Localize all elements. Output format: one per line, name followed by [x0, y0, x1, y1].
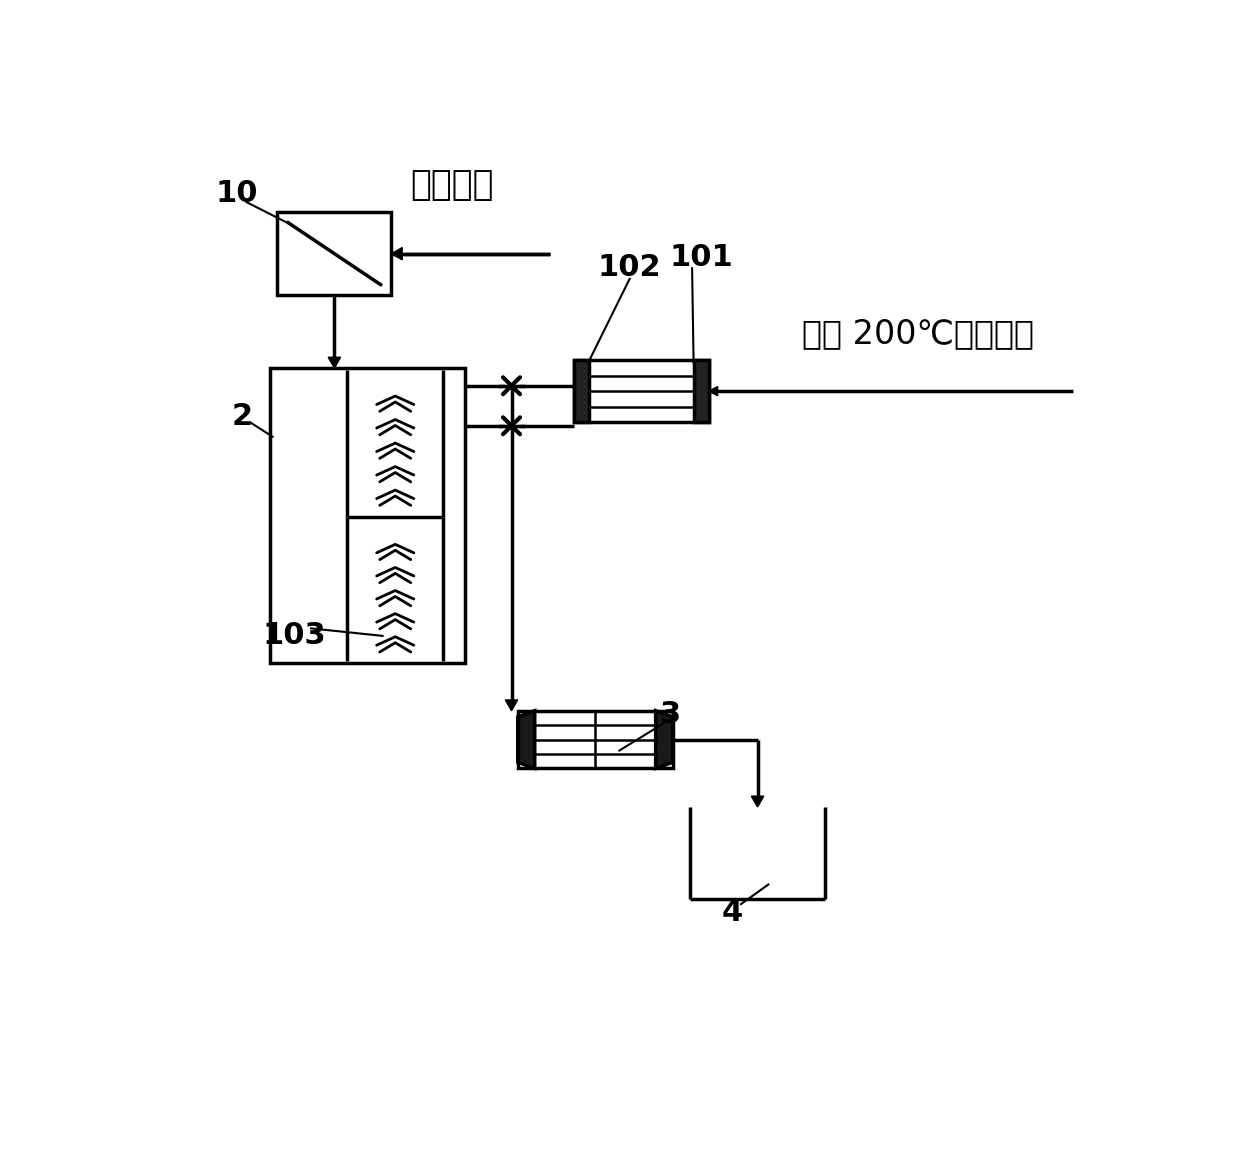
- Polygon shape: [751, 796, 764, 807]
- Polygon shape: [329, 357, 341, 367]
- Text: 103: 103: [263, 621, 326, 649]
- Bar: [270, 367, 465, 663]
- Text: 10: 10: [215, 178, 258, 208]
- Text: 低于 200℃蒸汽通入: 低于 200℃蒸汽通入: [802, 317, 1034, 350]
- Bar: [534, 710, 656, 769]
- Polygon shape: [506, 700, 518, 710]
- Text: 101: 101: [670, 243, 733, 272]
- Bar: [278, 212, 392, 295]
- Bar: [693, 360, 709, 421]
- Text: 2: 2: [231, 402, 253, 431]
- Text: 4: 4: [722, 898, 743, 927]
- Polygon shape: [518, 710, 534, 769]
- Bar: [518, 710, 672, 769]
- Bar: [573, 360, 589, 421]
- Text: 废气入口: 废气入口: [410, 168, 494, 202]
- Polygon shape: [392, 248, 402, 259]
- Polygon shape: [656, 710, 672, 769]
- Polygon shape: [709, 386, 718, 396]
- Bar: [573, 360, 709, 421]
- Text: 3: 3: [660, 700, 681, 729]
- Text: 102: 102: [598, 254, 661, 283]
